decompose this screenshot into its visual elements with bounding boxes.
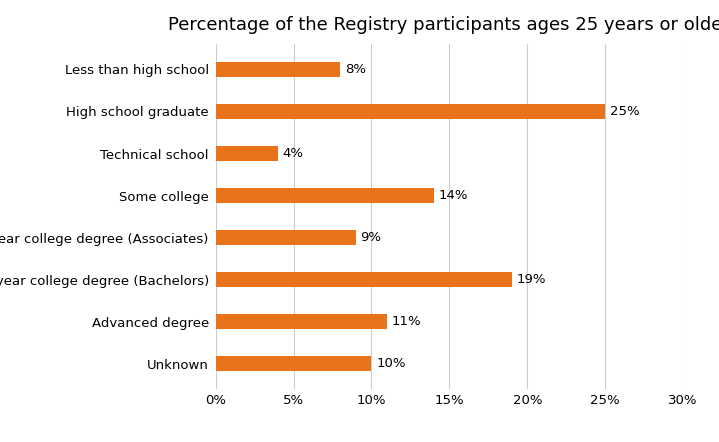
Bar: [216, 314, 387, 329]
Text: 8%: 8%: [345, 63, 366, 76]
Text: 19%: 19%: [516, 273, 546, 286]
Bar: [216, 188, 434, 203]
Bar: [216, 272, 512, 287]
Text: 25%: 25%: [610, 105, 639, 118]
Text: 9%: 9%: [360, 231, 382, 244]
Text: 14%: 14%: [439, 189, 468, 202]
Bar: [216, 104, 605, 119]
Bar: [216, 230, 356, 245]
Text: 10%: 10%: [376, 357, 406, 370]
Bar: [216, 146, 278, 161]
Title: Percentage of the Registry participants ages 25 years or older: Percentage of the Registry participants …: [168, 16, 719, 34]
Bar: [216, 356, 372, 371]
Bar: [216, 62, 340, 77]
Text: 4%: 4%: [283, 147, 303, 160]
Text: 11%: 11%: [392, 315, 421, 328]
